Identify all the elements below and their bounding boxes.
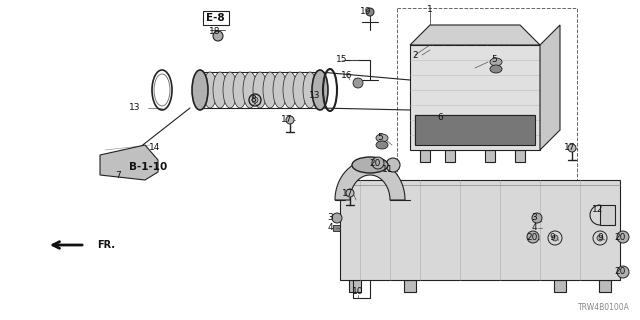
Circle shape [286, 116, 294, 124]
Text: 9: 9 [597, 234, 603, 243]
Text: 5: 5 [491, 55, 497, 65]
Circle shape [386, 158, 400, 172]
Ellipse shape [233, 72, 247, 108]
Circle shape [372, 157, 384, 169]
Circle shape [617, 231, 629, 243]
Bar [404, 280, 416, 292]
Bar [599, 280, 611, 292]
Circle shape [617, 266, 629, 278]
Bar [554, 280, 566, 292]
Ellipse shape [223, 72, 237, 108]
Ellipse shape [293, 72, 307, 108]
Ellipse shape [283, 72, 297, 108]
Text: 15: 15 [336, 55, 348, 65]
Text: 4: 4 [531, 223, 537, 233]
Ellipse shape [376, 141, 388, 149]
Ellipse shape [263, 72, 277, 108]
Bar [203, 11, 229, 25]
Text: 3: 3 [327, 213, 333, 222]
Ellipse shape [352, 157, 388, 173]
Ellipse shape [243, 72, 257, 108]
Polygon shape [335, 160, 405, 200]
Circle shape [568, 144, 576, 152]
Polygon shape [340, 180, 620, 280]
Text: 17: 17 [281, 116, 292, 124]
Circle shape [527, 231, 539, 243]
Text: 14: 14 [149, 143, 161, 153]
Text: 4: 4 [327, 223, 333, 233]
Ellipse shape [313, 72, 327, 108]
Bar [349, 280, 361, 292]
Text: 17: 17 [342, 188, 354, 197]
Text: 18: 18 [209, 28, 221, 36]
Polygon shape [540, 25, 560, 150]
Bar [397, 8, 577, 183]
Text: B-1-10: B-1-10 [129, 162, 167, 172]
Ellipse shape [490, 65, 502, 73]
Ellipse shape [312, 70, 328, 110]
Bar [485, 150, 495, 162]
Text: 20: 20 [369, 158, 381, 167]
Text: 1: 1 [427, 5, 433, 14]
Ellipse shape [192, 70, 208, 110]
Text: 20: 20 [614, 233, 626, 242]
Ellipse shape [193, 72, 207, 108]
Circle shape [332, 213, 342, 223]
Circle shape [213, 31, 223, 41]
Polygon shape [100, 145, 158, 180]
Text: FR.: FR. [97, 240, 115, 250]
Polygon shape [410, 45, 540, 150]
Circle shape [366, 8, 374, 16]
Text: 5: 5 [377, 133, 383, 142]
Text: 12: 12 [592, 205, 604, 214]
Text: 10: 10 [352, 287, 364, 297]
Bar [333, 225, 341, 231]
Text: 9: 9 [549, 234, 555, 243]
Text: E-8: E-8 [205, 13, 224, 23]
Text: 11: 11 [382, 165, 394, 174]
Text: TRW4B0100A: TRW4B0100A [578, 303, 630, 312]
Text: 8: 8 [250, 95, 256, 105]
Text: 20: 20 [526, 233, 538, 242]
Ellipse shape [490, 58, 502, 66]
Circle shape [353, 78, 363, 88]
Circle shape [597, 235, 603, 241]
Text: 2: 2 [412, 51, 418, 60]
Ellipse shape [253, 72, 267, 108]
Bar [533, 225, 541, 231]
Ellipse shape [213, 72, 227, 108]
Ellipse shape [203, 72, 217, 108]
Text: 17: 17 [564, 143, 576, 153]
Text: 19: 19 [360, 7, 372, 17]
Text: 16: 16 [341, 70, 353, 79]
Ellipse shape [376, 134, 388, 142]
Text: 13: 13 [129, 103, 141, 113]
Bar [515, 150, 525, 162]
Bar [445, 150, 455, 162]
Circle shape [532, 213, 542, 223]
Ellipse shape [273, 72, 287, 108]
Text: 3: 3 [531, 213, 537, 222]
Text: 7: 7 [115, 171, 121, 180]
Circle shape [346, 189, 354, 197]
Text: 20: 20 [614, 268, 626, 276]
Text: 6: 6 [437, 114, 443, 123]
Ellipse shape [303, 72, 317, 108]
Circle shape [252, 97, 258, 103]
Circle shape [552, 235, 558, 241]
Bar [420, 150, 430, 162]
Text: 13: 13 [309, 91, 321, 100]
Polygon shape [600, 205, 615, 225]
Bar [415, 115, 535, 145]
Polygon shape [410, 25, 540, 45]
